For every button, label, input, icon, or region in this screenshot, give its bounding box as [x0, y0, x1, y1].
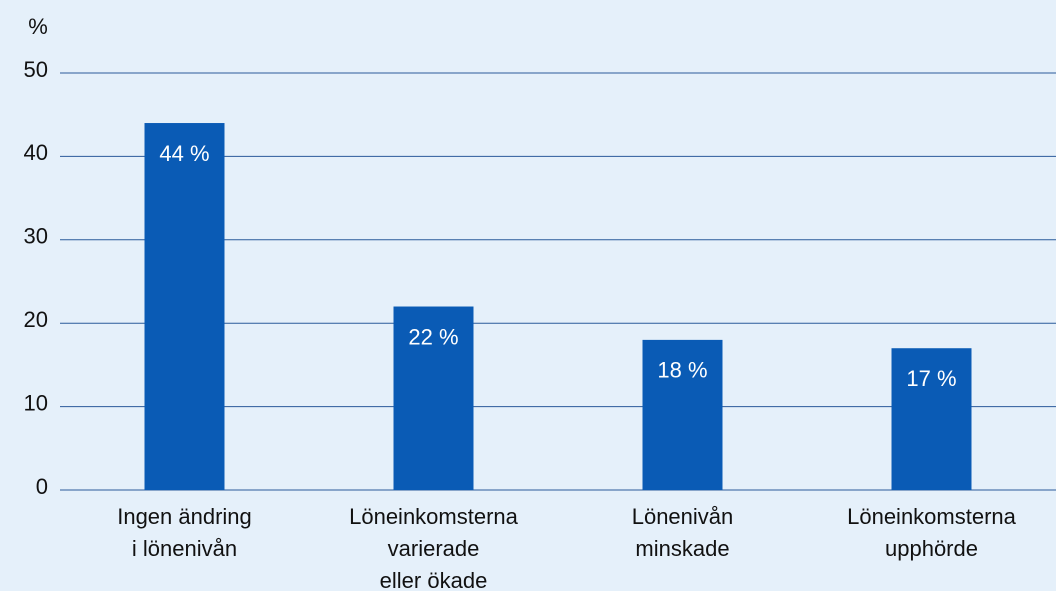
- x-tick-label-line: i lönenivån: [132, 536, 237, 561]
- y-tick-label: 30: [24, 224, 48, 249]
- bar: [393, 306, 474, 490]
- y-tick-label: 0: [36, 474, 48, 499]
- x-tick-label-line: upphörde: [885, 536, 978, 561]
- value-label: 44 %: [159, 141, 209, 166]
- x-tick-label-line: Löneinkomsterna: [847, 504, 1017, 529]
- y-tick-label: 10: [24, 390, 48, 415]
- x-tick-label-line: Löneinkomsterna: [349, 504, 519, 529]
- x-tick-label: Löneinkomsterna upphörde: [847, 504, 1017, 561]
- y-tick-label: 20: [24, 307, 48, 332]
- bar: [642, 339, 723, 490]
- x-tick-label: Ingen ändring i lönenivån: [117, 504, 252, 561]
- value-label: 18 %: [657, 358, 707, 383]
- y-tick-label: 50: [24, 57, 48, 82]
- x-tick-label: Löneinkomsterna varierade eller ökade: [349, 504, 519, 591]
- y-tick-label: 40: [24, 140, 48, 165]
- value-label: 17 %: [906, 366, 956, 391]
- y-axis-label: %: [28, 14, 48, 39]
- bar: [144, 123, 225, 490]
- x-tick-label-line: eller ökade: [380, 568, 488, 591]
- x-tick-label-line: varierade: [388, 536, 480, 561]
- x-tick-label-line: Lönenivån: [632, 504, 734, 529]
- x-tick-label: Lönenivån minskade: [632, 504, 734, 561]
- x-tick-label-line: Ingen ändring: [117, 504, 252, 529]
- x-tick-label-line: minskade: [635, 536, 729, 561]
- bar: [891, 348, 972, 490]
- value-label: 22 %: [408, 324, 458, 349]
